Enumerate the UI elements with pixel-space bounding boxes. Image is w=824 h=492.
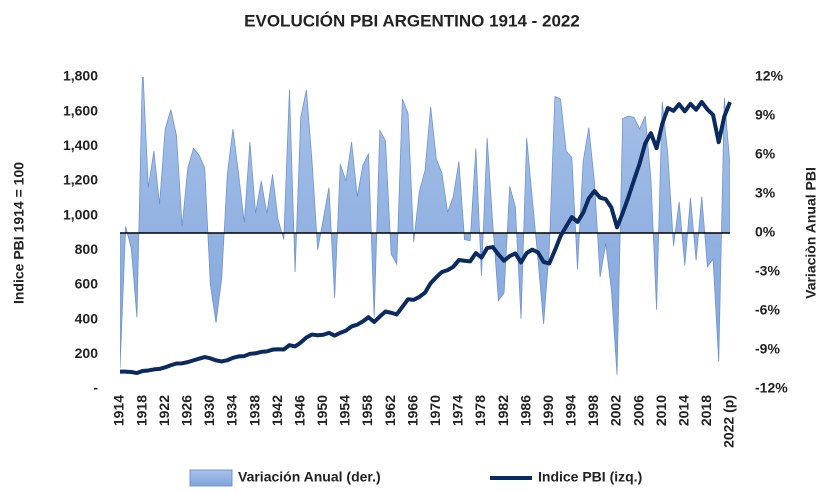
x-tick-label: 1914 (111, 395, 127, 426)
y2-tick-label: 0% (755, 224, 776, 240)
x-tick-label: 2006 (630, 395, 646, 426)
x-tick-label: 1938 (246, 395, 262, 426)
x-tick-label: 1930 (201, 395, 217, 426)
x-tick-label: 1974 (450, 395, 466, 426)
x-tick-label: 1970 (427, 395, 443, 426)
area (120, 77, 730, 375)
x-tick-label: 1994 (563, 395, 579, 426)
y-tick-label: 200 (75, 345, 99, 361)
legend-label: Indice PBI (izq.) (538, 469, 642, 485)
y2-tick-label: -12% (755, 380, 788, 396)
line (120, 99, 732, 376)
x-tick-label: 1934 (224, 395, 240, 426)
x-tick-label: 1962 (382, 395, 398, 426)
y-tick-label: 1,400 (63, 137, 98, 153)
x-tick-label: 1990 (540, 395, 556, 426)
legend-swatch (189, 469, 233, 487)
x-tick-label: 1918 (133, 395, 149, 426)
x-tick-label: 1982 (495, 395, 511, 426)
y-tick-label: 400 (75, 310, 99, 326)
y-tick-label: 1,200 (63, 172, 98, 188)
x-tick-label: 1966 (404, 395, 420, 426)
x-tick-label: 2022 (p) (721, 395, 737, 448)
y2-tick-label: -3% (755, 263, 780, 279)
y2-axis-label: Variaciòn Anual PBI (803, 167, 819, 299)
y-tick-label: 800 (75, 241, 99, 257)
y-tick-label: 1,000 (63, 206, 98, 222)
y2-tick-label: 9% (755, 107, 776, 123)
x-tick-label: 1954 (337, 395, 353, 426)
chart-title: EVOLUCIÓN PBI ARGENTINO 1914 - 2022 (244, 11, 580, 30)
y-tick-label: 600 (75, 276, 99, 292)
x-tick-label: 1986 (517, 395, 533, 426)
y-tick-label: 1,600 (63, 102, 98, 118)
plot (120, 77, 730, 375)
y2-tick-label: 3% (755, 185, 776, 201)
x-tick-label: 1942 (269, 395, 285, 426)
y-tick-label: - (93, 380, 98, 396)
y2-tick-label: 6% (755, 146, 776, 162)
y2-tick-label: -6% (755, 302, 780, 318)
x-tick-label: 1998 (585, 395, 601, 426)
x-tick-label: 1950 (314, 395, 330, 426)
x-tick-label: 1926 (178, 395, 194, 426)
x-tick-label: 2010 (653, 395, 669, 426)
y2-tick-label: -9% (755, 341, 780, 357)
x-tick-label: 2014 (676, 395, 692, 426)
y-tick-label: 1,800 (63, 68, 98, 84)
x-tick-label: 1978 (472, 395, 488, 426)
x-tick-label: 1946 (291, 395, 307, 426)
x-tick-label: 1958 (359, 395, 375, 426)
y2-tick-label: 12% (755, 68, 784, 84)
x-tick-label: 2018 (698, 395, 714, 426)
x-tick-label: 2002 (608, 395, 624, 426)
legend-label: Variación Anual (der.) (238, 469, 381, 485)
x-tick-label: 1922 (156, 395, 172, 426)
y-axis-label: Indice PBI 1914 = 100 (11, 162, 27, 304)
